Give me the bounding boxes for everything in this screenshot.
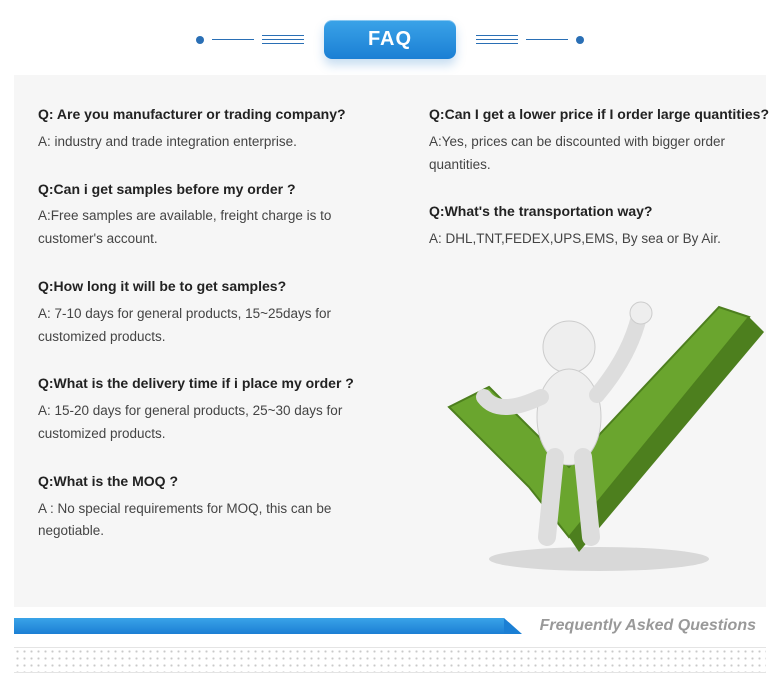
footer-banner: Frequently Asked Questions bbox=[14, 617, 766, 635]
blue-bar bbox=[14, 618, 504, 634]
qa-block: Q:What is the MOQ ? A : No special requi… bbox=[38, 472, 381, 543]
question: Q: Are you manufacturer or trading compa… bbox=[38, 105, 381, 125]
faq-header: FAQ bbox=[0, 0, 780, 75]
thin-line bbox=[526, 39, 568, 40]
thin-line bbox=[212, 39, 254, 40]
question: Q:How long it will be to get samples? bbox=[38, 277, 381, 297]
dot-icon bbox=[196, 36, 204, 44]
answer: A: industry and trade integration enterp… bbox=[38, 131, 381, 154]
checkmark-icon bbox=[429, 277, 769, 577]
triple-line-icon bbox=[262, 35, 304, 44]
qa-block: Q:What is the delivery time if i place m… bbox=[38, 374, 381, 445]
faq-badge: FAQ bbox=[324, 20, 456, 59]
right-line-decoration bbox=[476, 35, 584, 44]
faq-right-column: Q:Can I get a lower price if I order lar… bbox=[405, 105, 780, 577]
answer: A:Yes, prices can be discounted with big… bbox=[429, 131, 769, 177]
faq-panel: Q: Are you manufacturer or trading compa… bbox=[14, 75, 766, 607]
dot-icon bbox=[576, 36, 584, 44]
left-line-decoration bbox=[196, 35, 304, 44]
checkmark-figure-illustration bbox=[429, 277, 769, 577]
qa-block: Q:Can i get samples before my order ? A:… bbox=[38, 180, 381, 251]
question: Q:What is the delivery time if i place m… bbox=[38, 374, 381, 394]
dotted-strip bbox=[14, 647, 766, 673]
answer: A:Free samples are available, freight ch… bbox=[38, 205, 381, 251]
answer: A: DHL,TNT,FEDEX,UPS,EMS, By sea or By A… bbox=[429, 228, 769, 251]
qa-block: Q: Are you manufacturer or trading compa… bbox=[38, 105, 381, 154]
qa-block: Q:How long it will be to get samples? A:… bbox=[38, 277, 381, 348]
question: Q:What's the transportation way? bbox=[429, 202, 769, 222]
triple-line-icon bbox=[476, 35, 518, 44]
question: Q:Can i get samples before my order ? bbox=[38, 180, 381, 200]
question: Q:Can I get a lower price if I order lar… bbox=[429, 105, 769, 125]
answer: A: 7-10 days for general products, 15~25… bbox=[38, 303, 381, 349]
footer-label: Frequently Asked Questions bbox=[504, 617, 766, 635]
faq-left-column: Q: Are you manufacturer or trading compa… bbox=[14, 105, 405, 577]
answer: A: 15-20 days for general products, 25~3… bbox=[38, 400, 381, 446]
answer: A : No special requirements for MOQ, thi… bbox=[38, 498, 381, 544]
qa-block: Q:Can I get a lower price if I order lar… bbox=[429, 105, 769, 176]
question: Q:What is the MOQ ? bbox=[38, 472, 381, 492]
qa-block: Q:What's the transportation way? A: DHL,… bbox=[429, 202, 769, 251]
